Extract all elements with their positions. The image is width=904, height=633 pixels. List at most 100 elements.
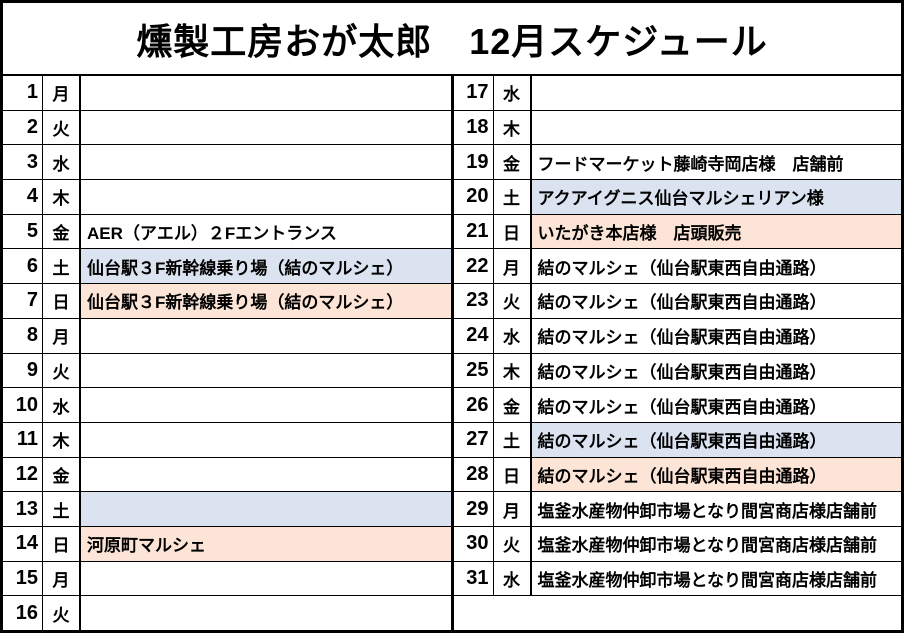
event-cell: 河原町マルシェ <box>81 526 451 561</box>
event-cell: いたがき本店様 店頭販売 <box>531 214 901 249</box>
table-row: 12 金 <box>3 457 451 493</box>
event-cell <box>81 492 451 526</box>
weekday-cell: 月 <box>494 249 532 284</box>
table-row: 20 土アクアイグニス仙台マルシェリアン様 <box>453 180 901 215</box>
weekday-cell: 土 <box>43 492 81 526</box>
day-number-cell: 18 <box>454 110 494 145</box>
event-cell <box>81 145 451 179</box>
weekday-cell: 水 <box>494 561 532 596</box>
table-row: 31 水塩釜水産物仲卸市場となり間宮商店様店舗前 <box>453 561 901 597</box>
event-cell <box>81 562 451 596</box>
day-number-cell: 28 <box>454 457 494 492</box>
day-number-cell: 8 <box>3 318 43 353</box>
day-number-cell: 29 <box>454 492 494 526</box>
event-cell <box>81 76 451 110</box>
table-row: 25 木結のマルシェ（仙台駅東西自由通路） <box>453 353 901 389</box>
event-cell: 結のマルシェ（仙台駅東西自由通路） <box>537 362 827 382</box>
table-row: 18 木 <box>453 110 901 146</box>
table-row: 19 金フードマーケット藤崎寺岡店様 店舗前 <box>453 145 901 181</box>
empty-filler-row <box>454 596 902 630</box>
day-number-cell: 13 <box>3 492 43 526</box>
weekday-cell: 水 <box>494 318 532 353</box>
day-number-cell: 15 <box>3 561 43 596</box>
day-number-cell: 1 <box>3 76 43 110</box>
day-number-cell: 30 <box>454 526 494 561</box>
weekday-cell: 土 <box>43 249 81 284</box>
event-cell <box>81 180 451 214</box>
weekday-cell: 木 <box>494 353 532 388</box>
table-row: 10 水 <box>3 388 451 423</box>
weekday-cell: 土 <box>494 180 532 214</box>
day-number-cell: 12 <box>3 457 43 492</box>
table-row: 28 日結のマルシェ（仙台駅東西自由通路） <box>453 457 901 493</box>
weekday-cell: 金 <box>494 388 532 422</box>
calendar-body: 1 月 2 火 3 水 4 木 5 金 AER（アエル）２Fエントランス 6 土仙台駅３F新幹線乗り場（… <box>3 76 901 630</box>
event-cell <box>81 354 451 388</box>
event-cell: 結のマルシェ（仙台駅東西自由通路） <box>537 258 827 278</box>
day-number-cell: 14 <box>3 526 43 561</box>
weekday-cell: 木 <box>43 180 81 214</box>
event-cell <box>81 319 451 353</box>
day-number-cell: 11 <box>3 422 43 457</box>
table-row: 29 月塩釜水産物仲卸市場となり間宮商店様店舗前 <box>453 492 901 527</box>
table-row: 14 日河原町マルシェ <box>3 526 451 562</box>
day-number-cell: 5 <box>3 214 43 249</box>
weekday-cell: 水 <box>43 388 81 422</box>
table-row: 27 土結のマルシェ（仙台駅東西自由通路） <box>453 422 901 458</box>
event-cell: 仙台駅３F新幹線乗り場（結のマルシェ） <box>81 284 451 318</box>
table-row: 13 土 <box>3 492 451 527</box>
weekday-cell: 火 <box>43 110 81 145</box>
day-number-cell: 25 <box>454 353 494 388</box>
day-number-cell: 6 <box>3 249 43 284</box>
weekday-cell: 月 <box>494 492 532 526</box>
day-number-cell: 26 <box>454 388 494 422</box>
day-number-cell: 31 <box>454 561 494 596</box>
event-cell: 結のマルシェ（仙台駅東西自由通路） <box>537 328 827 348</box>
event-cell <box>532 76 902 110</box>
day-number-cell: 16 <box>3 596 43 630</box>
table-row: 23 火結のマルシェ（仙台駅東西自由通路） <box>453 284 901 319</box>
table-row: 5 金 AER（アエル）２Fエントランス <box>3 214 451 250</box>
day-number-cell: 21 <box>454 214 494 249</box>
calendar-left-half: 1 月 2 火 3 水 4 木 5 金 AER（アエル）２Fエントランス 6 土仙台駅３F新幹線乗り場（… <box>3 76 451 630</box>
event-cell: アクアイグニス仙台マルシェリアン様 <box>531 180 901 214</box>
weekday-cell: 水 <box>494 76 532 110</box>
day-number-cell: 23 <box>454 284 494 318</box>
event-cell <box>81 111 451 145</box>
day-number-cell: 10 <box>3 388 43 422</box>
table-row: 21 日いたがき本店様 店頭販売 <box>453 214 901 250</box>
event-cell: 塩釜水産物仲卸市場となり間宮商店様店舗前 <box>537 501 878 521</box>
event-cell <box>81 423 451 457</box>
weekday-cell: 火 <box>43 353 81 388</box>
weekday-cell: 木 <box>494 110 532 145</box>
table-row: 16 火 <box>3 596 451 630</box>
event-cell <box>81 388 451 422</box>
event-cell: 結のマルシェ（仙台駅東西自由通路） <box>537 293 827 313</box>
event-cell <box>81 596 451 630</box>
day-number-cell: 19 <box>454 145 494 180</box>
weekday-cell: 火 <box>43 596 81 630</box>
page-title: 燻製工房おが太郎 12月スケジュール <box>3 3 901 76</box>
table-row: 30 火塩釜水産物仲卸市場となり間宮商店様店舗前 <box>453 526 901 562</box>
day-number-cell: 24 <box>454 318 494 353</box>
event-cell: AER（アエル）２Fエントランス <box>87 224 337 244</box>
day-number-cell: 9 <box>3 353 43 388</box>
table-row: 11 木 <box>3 422 451 458</box>
event-cell: 結のマルシェ（仙台駅東西自由通路） <box>537 397 827 417</box>
event-cell: 結のマルシェ（仙台駅東西自由通路） <box>531 457 901 492</box>
day-number-cell: 27 <box>454 422 494 457</box>
weekday-cell: 火 <box>494 284 532 318</box>
event-cell <box>81 458 451 492</box>
weekday-cell: 日 <box>494 457 532 492</box>
day-number-cell: 4 <box>3 180 43 214</box>
table-row: 15 月 <box>3 561 451 597</box>
weekday-cell: 日 <box>494 214 532 249</box>
day-number-cell: 22 <box>454 249 494 284</box>
table-row: 26 金結のマルシェ（仙台駅東西自由通路） <box>453 388 901 423</box>
event-cell: 塩釜水産物仲卸市場となり間宮商店様店舗前 <box>537 570 878 590</box>
calendar-right-half: 17 水 18 木 19 金フードマーケット藤崎寺岡店様 店舗前 20 土アクアイグニス仙台マ… <box>450 76 902 630</box>
weekday-cell: 土 <box>494 422 532 457</box>
weekday-cell: 月 <box>43 318 81 353</box>
